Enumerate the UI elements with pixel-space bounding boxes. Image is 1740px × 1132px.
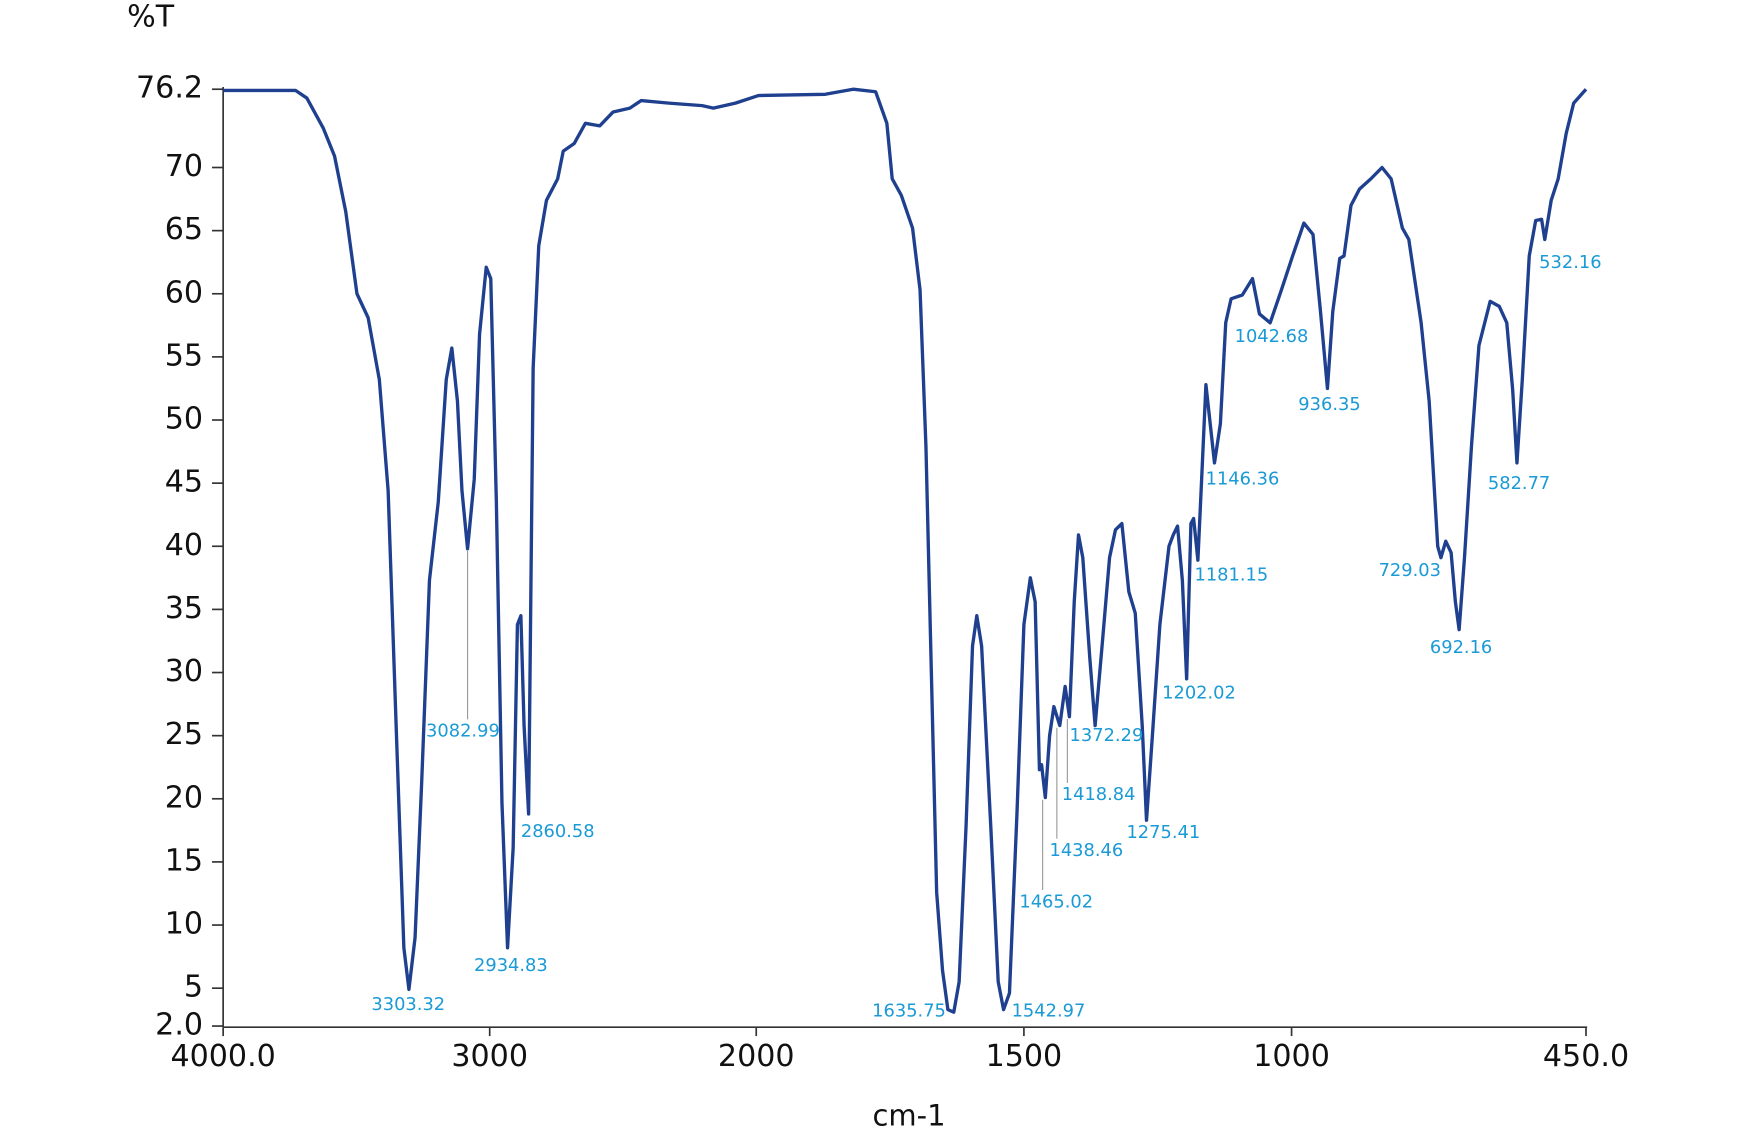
x-tick-label: 3000 <box>451 1039 528 1074</box>
y-tick-label: 25 <box>165 717 203 752</box>
y-axis-label: %T <box>127 0 175 34</box>
y-tick-label: 65 <box>165 212 203 247</box>
x-tick-label: 2000 <box>718 1039 795 1074</box>
peak-label: 1202.02 <box>1162 683 1236 704</box>
y-tick-label: 70 <box>165 149 203 184</box>
y-tick-label: 2.0 <box>155 1008 203 1043</box>
peak-label: 729.03 <box>1379 560 1441 581</box>
y-tick-label: 45 <box>165 465 203 500</box>
y-tick-label: 76.2 <box>136 71 203 106</box>
peak-label: 1635.75 <box>872 1001 946 1022</box>
peak-label: 1275.41 <box>1126 822 1200 843</box>
peak-label: 1181.15 <box>1194 564 1268 585</box>
y-tick-label: 20 <box>165 780 203 815</box>
peak-label: 3082.99 <box>426 721 500 742</box>
x-axis-label: cm-1 <box>872 1099 945 1132</box>
peak-label: 1542.97 <box>1012 1001 1086 1022</box>
peak-label: 1372.29 <box>1070 725 1144 746</box>
peak-label: 2934.83 <box>474 955 548 976</box>
y-tick-label: 30 <box>165 654 203 689</box>
x-tick-label: 450.0 <box>1543 1039 1629 1074</box>
y-tick-label: 15 <box>165 843 203 878</box>
peak-label: 532.16 <box>1539 252 1601 273</box>
peak-label: 2860.58 <box>521 821 595 842</box>
y-tick-label: 50 <box>165 402 203 437</box>
peak-label: 3303.32 <box>371 994 445 1015</box>
x-tick-label: 1500 <box>986 1039 1063 1074</box>
peak-label: 582.77 <box>1488 473 1550 494</box>
y-tick-label: 10 <box>165 907 203 942</box>
peak-label: 692.16 <box>1430 637 1492 658</box>
spectrum-line <box>223 87 1588 1014</box>
y-tick-label: 5 <box>184 970 203 1005</box>
peak-label: 1438.46 <box>1049 840 1123 861</box>
y-tick-label: 55 <box>165 338 203 373</box>
peak-label: 1042.68 <box>1235 326 1309 347</box>
y-tick-label: 40 <box>165 528 203 563</box>
peak-label: 1418.84 <box>1062 784 1136 805</box>
peak-label: 1465.02 <box>1019 891 1093 912</box>
x-tick-label: 4000.0 <box>170 1039 275 1074</box>
x-tick-label: 1000 <box>1253 1039 1330 1074</box>
peak-label: 1146.36 <box>1206 469 1280 490</box>
y-tick-label: 35 <box>165 591 203 626</box>
peak-label: 936.35 <box>1298 394 1360 415</box>
y-tick-label: 60 <box>165 275 203 310</box>
